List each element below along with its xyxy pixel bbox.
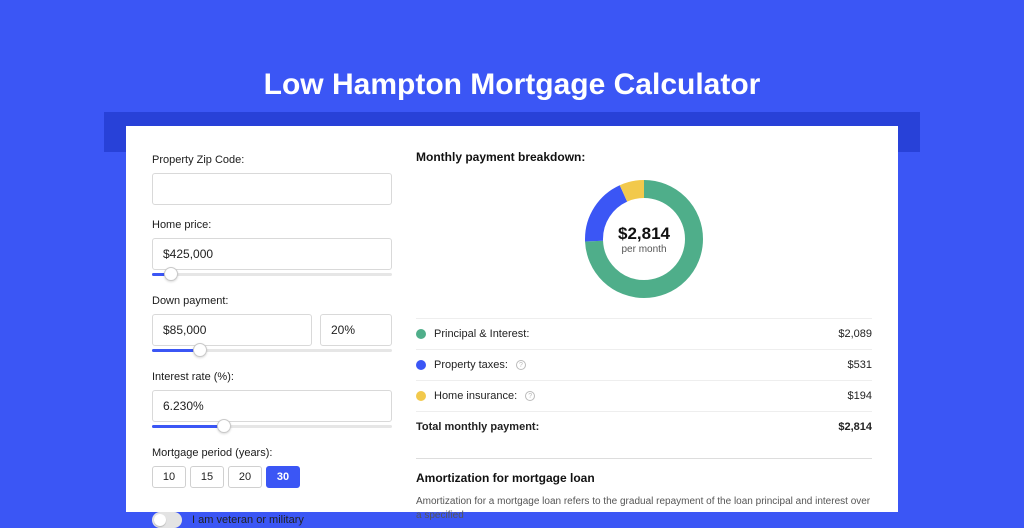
interest-slider[interactable] — [152, 421, 392, 433]
legend-label: Property taxes: — [434, 359, 508, 371]
breakdown-panel: Monthly payment breakdown: $2,814 per mo… — [416, 150, 872, 512]
amortization-section: Amortization for mortgage loan Amortizat… — [416, 458, 872, 523]
home-price-label: Home price: — [152, 219, 392, 231]
legend-dot — [416, 360, 426, 370]
period-button-15[interactable]: 15 — [190, 466, 224, 488]
total-value: $2,814 — [838, 421, 872, 433]
calculator-card: Property Zip Code: Home price: Down paym… — [126, 126, 898, 512]
total-label: Total monthly payment: — [416, 421, 539, 433]
legend-value: $2,089 — [838, 328, 872, 340]
legend-label: Principal & Interest: — [434, 328, 529, 340]
legend-row: Property taxes:? $531 — [416, 350, 872, 381]
payment-donut-chart: $2,814 per month — [583, 178, 705, 300]
period-button-10[interactable]: 10 — [152, 466, 186, 488]
down-payment-label: Down payment: — [152, 295, 392, 307]
form-panel: Property Zip Code: Home price: Down paym… — [152, 150, 392, 512]
veteran-toggle[interactable] — [152, 512, 182, 528]
period-button-30[interactable]: 30 — [266, 466, 300, 488]
interest-input[interactable] — [152, 390, 392, 422]
home-price-input[interactable] — [152, 238, 392, 270]
breakdown-legend: Principal & Interest: $2,089 Property taxe… — [416, 318, 872, 442]
zip-label: Property Zip Code: — [152, 154, 392, 166]
legend-dot — [416, 391, 426, 401]
interest-label: Interest rate (%): — [152, 371, 392, 383]
page-title: Low Hampton Mortgage Calculator — [0, 0, 1024, 102]
down-payment-slider[interactable] — [152, 345, 392, 357]
down-payment-pct-input[interactable] — [320, 314, 392, 346]
donut-value: $2,814 — [618, 224, 670, 244]
period-label: Mortgage period (years): — [152, 447, 392, 459]
legend-dot — [416, 329, 426, 339]
zip-input[interactable] — [152, 173, 392, 205]
period-button-20[interactable]: 20 — [228, 466, 262, 488]
amortization-title: Amortization for mortgage loan — [416, 471, 872, 485]
legend-row: Principal & Interest: $2,089 — [416, 319, 872, 350]
breakdown-title: Monthly payment breakdown: — [416, 150, 872, 164]
period-buttons: 10152030 — [152, 466, 392, 488]
home-price-slider[interactable] — [152, 269, 392, 281]
legend-label: Home insurance: — [434, 390, 517, 402]
legend-row: Home insurance:? $194 — [416, 381, 872, 412]
down-payment-input[interactable] — [152, 314, 312, 346]
amortization-body: Amortization for a mortgage loan refers … — [416, 495, 872, 523]
donut-sublabel: per month — [621, 244, 666, 255]
legend-total-row: Total monthly payment: $2,814 — [416, 412, 872, 442]
info-icon[interactable]: ? — [525, 391, 535, 401]
legend-value: $194 — [848, 390, 872, 402]
legend-value: $531 — [848, 359, 872, 371]
veteran-label: I am veteran or military — [192, 514, 304, 526]
info-icon[interactable]: ? — [516, 360, 526, 370]
